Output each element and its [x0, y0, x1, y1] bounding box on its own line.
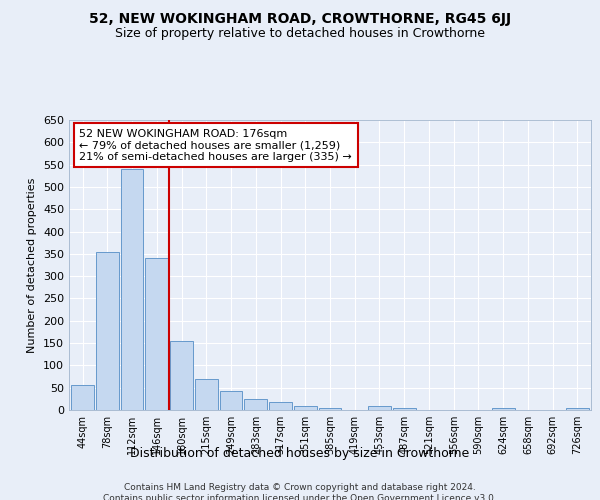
Bar [195, 379, 218, 410]
Bar [71, 384, 94, 410]
Bar [220, 392, 242, 410]
Bar [319, 408, 341, 410]
Bar [96, 252, 119, 410]
Bar [492, 408, 515, 410]
Bar [294, 406, 317, 410]
Bar [121, 169, 143, 410]
Bar [170, 341, 193, 410]
Bar [145, 258, 168, 410]
Text: 52, NEW WOKINGHAM ROAD, CROWTHORNE, RG45 6JJ: 52, NEW WOKINGHAM ROAD, CROWTHORNE, RG45… [89, 12, 511, 26]
Text: Contains public sector information licensed under the Open Government Licence v3: Contains public sector information licen… [103, 494, 497, 500]
Bar [393, 408, 416, 410]
Bar [566, 408, 589, 410]
Text: Distribution of detached houses by size in Crowthorne: Distribution of detached houses by size … [130, 448, 470, 460]
Bar [269, 402, 292, 410]
Bar [244, 399, 267, 410]
Y-axis label: Number of detached properties: Number of detached properties [28, 178, 37, 352]
Text: Contains HM Land Registry data © Crown copyright and database right 2024.: Contains HM Land Registry data © Crown c… [124, 482, 476, 492]
Text: Size of property relative to detached houses in Crowthorne: Size of property relative to detached ho… [115, 28, 485, 40]
Text: 52 NEW WOKINGHAM ROAD: 176sqm
← 79% of detached houses are smaller (1,259)
21% o: 52 NEW WOKINGHAM ROAD: 176sqm ← 79% of d… [79, 128, 352, 162]
Bar [368, 406, 391, 410]
